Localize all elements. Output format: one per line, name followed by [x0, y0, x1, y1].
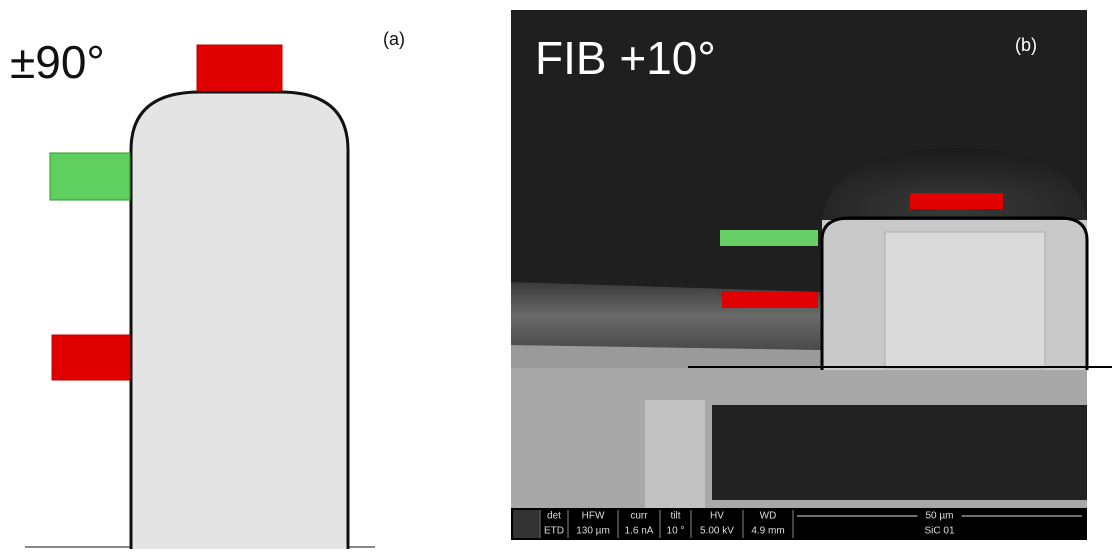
info-value: 1.6 nA — [625, 526, 654, 537]
logo — [513, 510, 539, 538]
red-marker — [52, 335, 130, 380]
panel-tag: (b) — [1015, 35, 1037, 55]
page: ±90° (a) FIB +10° (b) det ETD HFW 130 µm cur… — [0, 0, 1112, 549]
info-label: det — [547, 511, 561, 522]
substrate-detail — [645, 400, 705, 508]
red-marker — [910, 193, 1003, 209]
info-value: 5.00 kV — [700, 526, 734, 537]
sample-label: SiC 01 — [924, 526, 954, 537]
info-label: HFW — [582, 511, 605, 522]
info-label: HV — [710, 511, 724, 522]
pillar-face — [885, 232, 1045, 368]
info-bar: det ETD HFW 130 µm curr 1.6 nA tilt 10 ° HV 5.00 … — [511, 508, 1087, 540]
info-label: WD — [760, 511, 777, 522]
green-marker — [720, 230, 818, 246]
red-marker — [722, 292, 818, 308]
red-marker — [197, 45, 282, 91]
figure: ±90° (a) FIB +10° (b) det ETD HFW 130 µm cur… — [0, 0, 1112, 549]
panel-b: FIB +10° (b) det ETD HFW 130 µm curr 1.6 nA ti… — [511, 10, 1112, 540]
pillar — [131, 92, 348, 549]
scale-label: 50 µm — [926, 511, 954, 522]
panel-a: ±90° (a) — [10, 29, 405, 549]
panel-tag: (a) — [383, 29, 405, 49]
info-value: 10 ° — [667, 526, 685, 537]
info-value: 130 µm — [576, 526, 610, 537]
angle-label: ±90° — [10, 36, 105, 88]
trench — [712, 405, 1087, 500]
green-marker — [50, 153, 130, 200]
info-value: ETD — [544, 526, 564, 537]
info-label: curr — [630, 511, 648, 522]
info-value: 4.9 mm — [751, 526, 784, 537]
angle-label: FIB +10° — [535, 32, 716, 84]
info-label: tilt — [671, 511, 681, 522]
